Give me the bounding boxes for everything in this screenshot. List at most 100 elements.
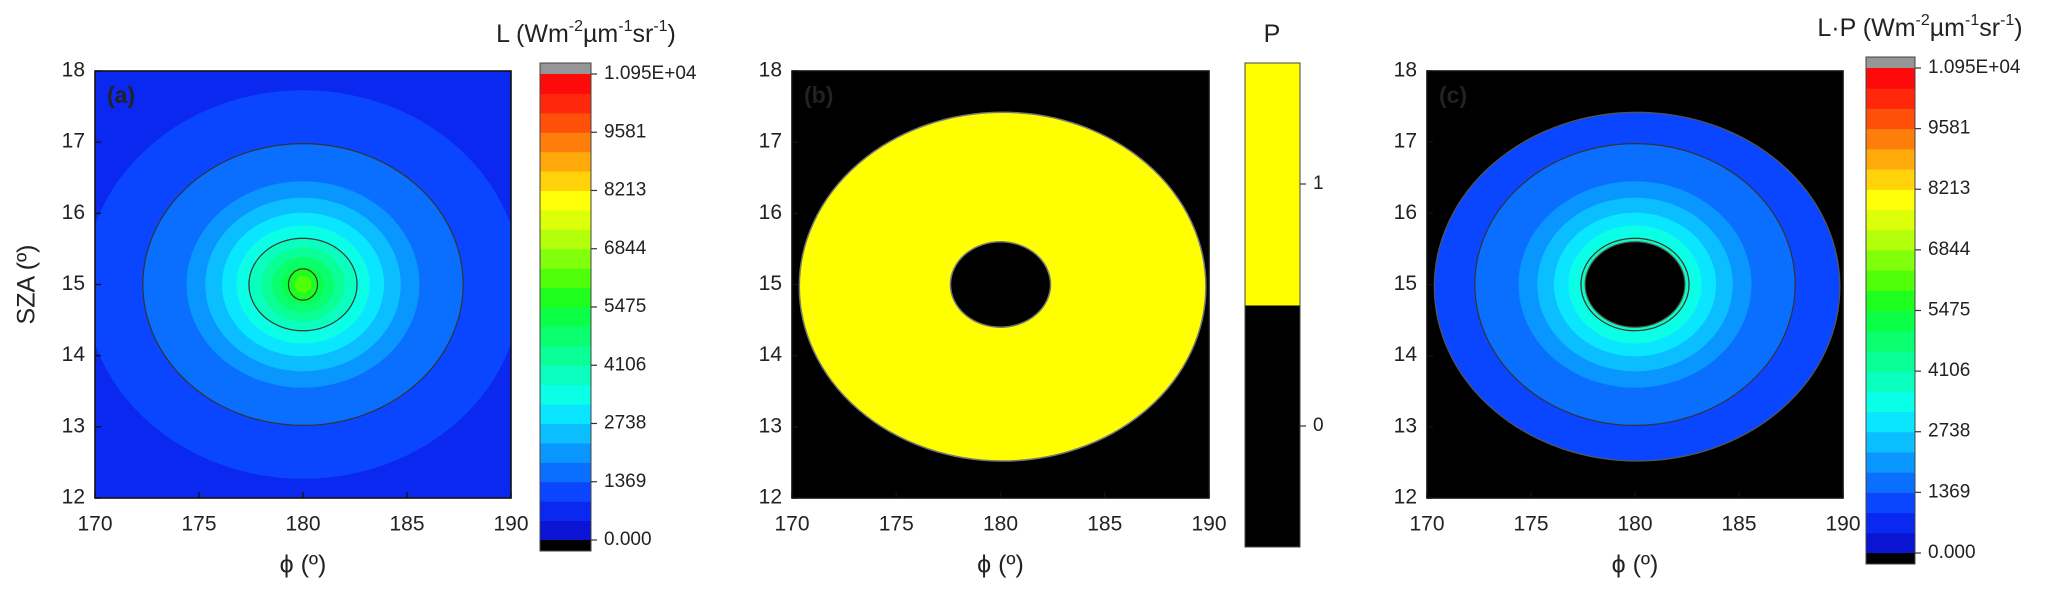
colorbar-band (540, 520, 591, 541)
contour-band (294, 275, 312, 294)
x-tick-label: 175 (181, 513, 216, 536)
x-tick-label: 190 (1191, 513, 1226, 536)
colorbar-over (540, 63, 591, 74)
colorbar-tick-label: 2738 (1928, 421, 1970, 442)
x-tick-label: 175 (1513, 513, 1548, 536)
title-superscript: -2 (1916, 12, 1930, 29)
y-tick-label: 13 (1394, 414, 1417, 437)
colorbar-band (540, 112, 591, 133)
colorbar-band (1866, 492, 1915, 514)
colorbar-tick-label: 0.000 (1928, 542, 1976, 563)
colorbar-tick-label: 6844 (604, 238, 647, 259)
colorbar-band (540, 423, 591, 444)
colorbar-band (540, 209, 591, 230)
x-tick-label: 185 (1087, 513, 1122, 536)
colorbar-under (540, 540, 591, 551)
colorbar-frame (1244, 62, 1301, 548)
colorbar-over (1866, 57, 1915, 68)
colorbar-tick-label: 5475 (1928, 300, 1970, 321)
colorbar-band (1866, 371, 1915, 392)
x-tick-label: 180 (1617, 513, 1652, 536)
colorbar-tick-label: 4106 (604, 354, 646, 375)
panel-label: (b) (804, 82, 833, 108)
colorbar-band (540, 190, 591, 211)
y-tick-label: 16 (62, 201, 85, 224)
colorbar-band (540, 501, 591, 522)
contour-line (287, 268, 319, 301)
colorbar-tick-label: 4106 (1928, 360, 1970, 381)
panel: 170 175 180 185 190 12 13 14 15 16 17 18 (b) ϕ (º) 0 1 P (759, 20, 1324, 579)
colorbar-tick-label: 1369 (1928, 481, 1970, 502)
x-tick-label: 175 (879, 513, 914, 536)
colorbar-tick-label: 0.000 (604, 529, 652, 550)
y-axis-label: SZA (º) (13, 245, 41, 325)
title-superscript: -1 (1965, 12, 1979, 29)
colorbar-tick-label: 9581 (604, 121, 646, 142)
panel: 170 175 180 185 190 12 13 14 15 16 17 18 (c) ϕ (º) 0.0… (1394, 12, 2023, 579)
y-tick-label: 17 (759, 130, 782, 153)
colorbar-title: L (Wm-2µm-1sr-1) (496, 18, 676, 48)
colorbar-band (1866, 411, 1915, 433)
plot-area (792, 71, 1209, 498)
contour-line (1580, 237, 1690, 332)
x-axis-label: ϕ (º) (1612, 551, 1659, 579)
colorbar-band (1866, 391, 1915, 413)
y-tick-label: 18 (1394, 59, 1417, 82)
colorbar-tick-label: 5475 (604, 296, 646, 317)
colorbar-band (540, 248, 591, 269)
colorbar-band (1866, 451, 1915, 473)
contour-line (1474, 142, 1796, 427)
title-part: L (Wm (496, 20, 569, 48)
colorbar-band (1866, 128, 1915, 150)
panel: 170 175 180 185 190 12 13 14 15 16 17 18 (a) ϕ (º) SZA… (13, 18, 697, 579)
colorbar-band (1866, 209, 1915, 231)
colorbar-tick-label: 9581 (1928, 118, 1970, 139)
colorbar-band (1866, 290, 1915, 311)
colorbar-band (540, 462, 591, 483)
colorbar-tick-label: 8213 (1928, 178, 1970, 199)
y-tick-label: 17 (1394, 130, 1417, 153)
colorbar-band (540, 132, 591, 153)
colorbar-band (1866, 431, 1915, 453)
panel-label: (c) (1439, 82, 1467, 108)
y-tick-label: 18 (62, 59, 85, 82)
colorbar-band (1866, 249, 1915, 271)
x-tick-label: 190 (1825, 513, 1860, 536)
colorbar-band (1866, 532, 1915, 554)
colorbar-band (540, 151, 591, 172)
mask-outline (1433, 111, 1841, 462)
y-tick-label: 15 (759, 272, 782, 295)
colorbar-tick-label: 1.095E+04 (604, 63, 697, 84)
x-tick-label: 185 (389, 513, 424, 536)
title-part: µm (1930, 14, 1965, 42)
y-tick-label: 16 (759, 201, 782, 224)
title-part: µm (583, 20, 618, 48)
colorbar-band (1866, 108, 1915, 130)
colorbar-tick-label: 1 (1313, 173, 1324, 194)
colorbar-band (540, 268, 591, 289)
colorbar-band (540, 442, 591, 463)
colorbar-band (1866, 169, 1915, 190)
x-tick-label: 180 (983, 513, 1018, 536)
x-tick-label: 170 (77, 513, 112, 536)
y-tick-label: 16 (1394, 201, 1417, 224)
colorbar-band (540, 307, 591, 327)
colorbar-band (1866, 310, 1915, 332)
colorbar-band (1866, 330, 1915, 352)
plot-area (95, 71, 511, 498)
title-superscript: -1 (618, 18, 632, 35)
y-tick-label: 12 (62, 486, 85, 509)
colorbar-band (540, 326, 591, 347)
y-tick-label: 12 (1394, 486, 1417, 509)
title-part: sr (1979, 14, 2000, 42)
colorbar-band (540, 384, 591, 405)
y-tick-label: 13 (62, 414, 85, 437)
colorbar-tick-label: 1.095E+04 (1928, 57, 2021, 78)
y-tick-label: 14 (1394, 343, 1418, 366)
x-tick-label: 170 (774, 513, 809, 536)
x-axis-label: ϕ (º) (280, 551, 327, 579)
contour-line (248, 237, 358, 332)
title-part: L·P (Wm (1817, 14, 1915, 42)
